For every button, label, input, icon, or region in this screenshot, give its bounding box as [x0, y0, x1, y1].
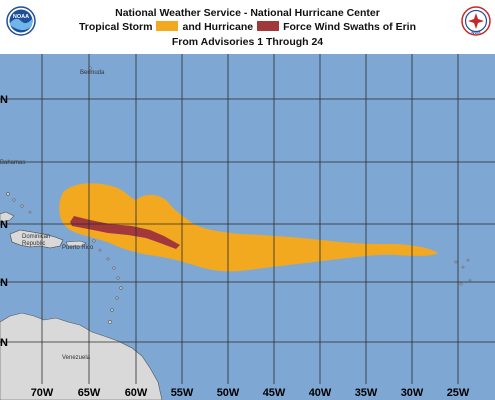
windward-island	[115, 296, 119, 300]
hurricane-swatch	[257, 21, 280, 31]
cape-verde-island	[459, 282, 463, 286]
south-america-land	[0, 312, 163, 400]
tropical-storm-swath	[59, 183, 439, 272]
lat-lon-grid	[0, 54, 495, 384]
header-line-3: From Advisories 1 Through 24	[171, 36, 324, 48]
noaa-logo-text: NOAA	[13, 14, 29, 20]
windward-island	[110, 308, 114, 312]
land-masses	[0, 66, 472, 400]
cape-verde-island	[461, 265, 465, 269]
virgin-island	[92, 239, 96, 243]
header-line-1: National Weather Service - National Hurr…	[115, 7, 380, 19]
republic-label: Republic	[22, 241, 45, 247]
lon-label: 25W	[447, 387, 470, 399]
lat-label: N	[0, 219, 8, 231]
tropical-storm-label: Tropical Storm	[78, 21, 153, 33]
noaa-logo-icon: NOAA	[6, 6, 36, 36]
lon-label: 65W	[78, 387, 101, 399]
leeward-island	[112, 266, 116, 270]
trinidad-island	[108, 320, 112, 324]
puerto-rico-land	[65, 240, 87, 247]
hurricane-label: and Hurricane	[182, 21, 254, 33]
lon-label: 55W	[171, 387, 194, 399]
bermuda-label: Bermuda	[80, 70, 105, 76]
puerto-rico-label: Puerto Rico	[62, 245, 94, 251]
windward-island	[119, 286, 123, 290]
lat-label: N	[0, 94, 8, 106]
nws-logo-text: NWS	[471, 30, 481, 35]
lon-label: 60W	[125, 387, 148, 399]
lon-label: 70W	[31, 387, 54, 399]
windward-island	[116, 276, 120, 280]
bahamas-label: Bahamas	[0, 160, 25, 166]
lon-label: 35W	[355, 387, 378, 399]
bahamas-island	[12, 198, 16, 202]
bahamas-island	[20, 204, 24, 208]
lon-label: 50W	[217, 387, 240, 399]
cape-verde-island	[466, 258, 470, 262]
lat-label: N	[0, 337, 8, 349]
wind-swath-map: Bermuda Bahamas Dominican Republic Puert…	[0, 54, 495, 400]
bahamas-island	[6, 192, 10, 196]
venezuela-label: Venezuela	[62, 355, 91, 361]
bahamas-island	[28, 210, 32, 214]
leeward-island	[98, 248, 102, 252]
lon-label: 45W	[263, 387, 286, 399]
lat-label: N	[0, 277, 8, 289]
leeward-island	[106, 257, 110, 261]
lon-label: 40W	[309, 387, 332, 399]
header-line-2: Tropical Storm and Hurricane Force Wind Sw…	[0, 21, 495, 33]
cape-verde-island	[454, 260, 458, 264]
hispaniola-outline	[9, 229, 64, 249]
lon-label: 30W	[401, 387, 424, 399]
map-header: NOAA NWS National Weather Service - Nati…	[0, 0, 495, 54]
nws-logo-icon: NWS	[461, 6, 491, 36]
header-tail-label: Force Wind Swaths of Erin	[283, 21, 417, 33]
cape-verde-island	[468, 278, 472, 282]
tropical-storm-swatch	[156, 21, 179, 31]
cuba-land	[0, 211, 15, 223]
dominican-label: Dominican	[22, 234, 50, 240]
